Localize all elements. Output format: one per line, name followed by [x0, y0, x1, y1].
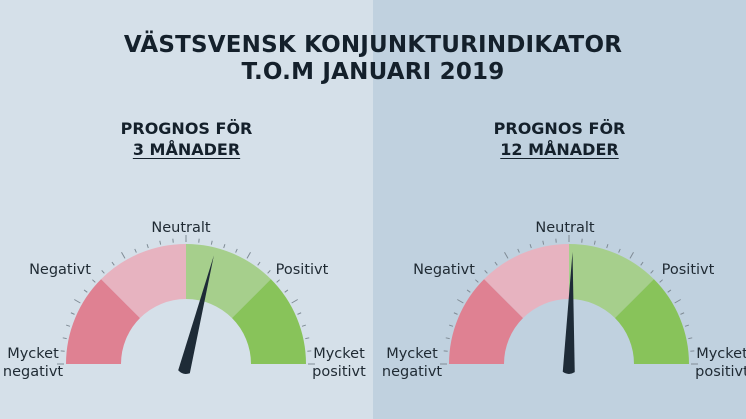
gauge-tick [504, 252, 509, 259]
gauge-tick [284, 289, 289, 293]
gauge-tick [466, 289, 471, 293]
gauge-tick [246, 252, 251, 259]
gauge-tick [529, 244, 532, 249]
label-very-negative-line-1: Mycket [7, 346, 59, 362]
gauge-heading-12-months: PROGNOS FÖR 12 MÅNADER [373, 118, 746, 160]
gauge-tick [684, 324, 689, 327]
gauge-tick [70, 312, 75, 315]
label-very-negative-line-2: negativt [382, 364, 442, 380]
label-very-positive-line-1: Mycket [696, 346, 746, 362]
gauge-tick [257, 261, 261, 266]
gauge-tick [235, 248, 238, 253]
label-neutral: Neutralt [535, 220, 595, 236]
gauge-tick [457, 299, 464, 304]
gauge-tick [210, 240, 213, 245]
gauge-tick [111, 261, 115, 266]
gauge-segments [449, 244, 689, 364]
gauge-tick [134, 248, 137, 253]
gauge-tick [121, 252, 126, 259]
segment-very-positive [231, 279, 306, 364]
gauge-tick [146, 244, 149, 249]
gauge-tick [223, 244, 226, 249]
segment-positive [569, 244, 654, 319]
label-very-positive-line-1: Mycket [313, 346, 365, 362]
label-negative: Negativt [29, 262, 91, 278]
gauge-heading-3-months: PROGNOS FÖR 3 MÅNADER [0, 118, 373, 160]
gauge-tick [297, 312, 302, 315]
segment-very-positive [614, 279, 689, 364]
gauge-tick [301, 324, 306, 327]
gauge-tick [593, 240, 596, 245]
label-very-negative-line-1: Mycket [386, 346, 438, 362]
gauge-tick [62, 337, 67, 340]
label-positive: Positivt [276, 262, 329, 278]
gauge-tick [449, 324, 454, 327]
title-line-2: T.O.M JANUARI 2019 [241, 59, 505, 85]
gauge-heading-line-1: PROGNOS FÖR [120, 119, 253, 138]
segment-very-negative [66, 279, 141, 364]
gauge-tick [494, 261, 498, 266]
page-title: VÄSTSVENSK KONJUNKTURINDIKATOR T.O.M JAN… [0, 32, 746, 86]
gauge-tick [640, 261, 644, 266]
segment-negative [101, 244, 186, 319]
gauge-tick [688, 337, 693, 340]
segment-positive [186, 244, 271, 319]
gauge-needle [562, 252, 575, 374]
gauge-tick [674, 299, 681, 304]
gauge-tick [484, 270, 488, 274]
gauge-tick [606, 244, 609, 249]
gauge-ticks [57, 235, 315, 365]
gauge-tick [650, 270, 654, 274]
gauge-segments [66, 244, 306, 364]
gauge-tick [517, 248, 520, 253]
gauge-12-months: Neutralt Negativt Positivt Mycket negati… [382, 220, 746, 380]
gauge-tick [445, 337, 450, 340]
gauge-needle [178, 255, 214, 374]
gauge-tick [542, 240, 545, 245]
gauge-ticks [440, 235, 698, 365]
gauge-heading-line-1: PROGNOS FÖR [493, 119, 626, 138]
title-line-1: VÄSTSVENSK KONJUNKTURINDIKATOR [123, 32, 623, 58]
gauge-tick [667, 289, 672, 293]
gauge-tick [83, 289, 88, 293]
gauge-tick [453, 312, 458, 315]
gauge-tick [475, 279, 479, 283]
label-positive: Positivt [662, 262, 715, 278]
gauge-tick [629, 252, 634, 259]
gauge-tick [74, 299, 81, 304]
label-very-positive-line-2: positivt [695, 364, 746, 380]
label-neutral: Neutralt [151, 220, 211, 236]
gauge-heading-line-2: 12 MÅNADER [500, 140, 619, 159]
gauge-tick [276, 279, 280, 283]
gauge-tick [92, 279, 96, 283]
gauge-tick [618, 248, 621, 253]
gauge-tick [680, 312, 685, 315]
gauge-3-months: Neutralt Negativt Positivt Mycket negati… [3, 220, 366, 380]
label-very-negative-line-2: negativt [3, 364, 63, 380]
label-very-positive-line-2: positivt [312, 364, 366, 380]
gauge-tick [291, 299, 298, 304]
gauge-tick [66, 324, 71, 327]
label-negative: Negativt [413, 262, 475, 278]
segment-very-negative [449, 279, 524, 364]
gauge-tick [659, 279, 663, 283]
gauge-tick [305, 337, 310, 340]
gauge-heading-line-2: 3 MÅNADER [132, 140, 241, 159]
gauge-tick [101, 270, 105, 274]
gauge-tick [267, 270, 271, 274]
segment-negative [484, 244, 569, 319]
gauge-tick [159, 240, 162, 245]
